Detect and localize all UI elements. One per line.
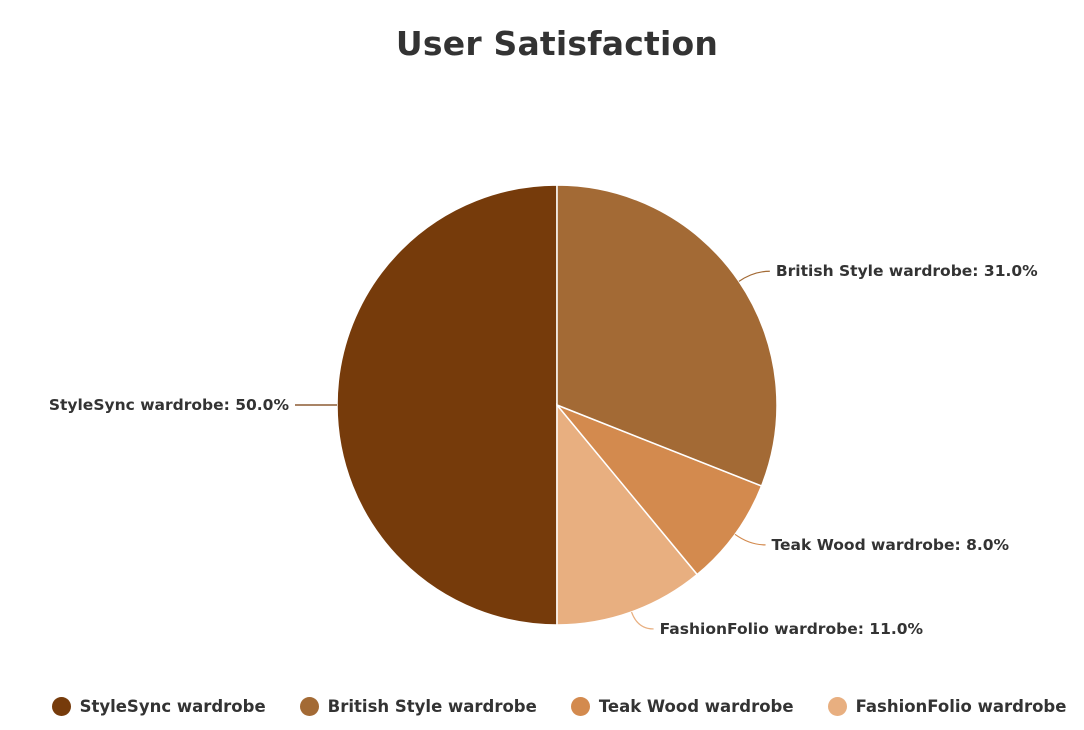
chart-legend: StyleSync wardrobe British Style wardrob… [0,697,1084,716]
legend-marker [299,697,319,716]
pie-slice-teak-wood-wardrobe[interactable] [556,404,763,576]
legend-label: StyleSync wardrobe [79,697,266,716]
slice-label-teak-wood-wardrobe: Teak Wood wardrobe: 8.0% [772,536,1010,554]
chart-title: User Satisfaction [395,24,719,63]
legend-item-fashionfolio[interactable]: FashionFolio wardrobe [827,697,1067,716]
pie-slice-british-style-wardrobe[interactable] [556,184,778,487]
leader-line-british-style-wardrobe [738,270,770,282]
pie-slice-stylesync-wardrobe[interactable] [336,184,558,626]
legend-marker [51,697,71,716]
legend-label: FashionFolio wardrobe [855,697,1067,716]
legend-marker [827,697,847,716]
slice-label-british-style-wardrobe: British Style wardrobe: 31.0% [776,262,1038,280]
legend-marker [570,697,590,716]
slice-label-stylesync-wardrobe: StyleSync wardrobe: 50.0% [49,396,290,414]
legend-item-stylesync[interactable]: StyleSync wardrobe [51,697,266,716]
slice-label-fashionfolio-wardrobe: FashionFolio wardrobe: 11.0% [660,620,924,638]
leader-line-teak-wood-wardrobe [734,533,766,546]
legend-label: Teak Wood wardrobe [598,697,794,716]
legend-item-british-style[interactable]: British Style wardrobe [299,697,537,716]
legend-label: British Style wardrobe [327,697,537,716]
pie-slice-fashionfolio-wardrobe[interactable] [556,402,699,626]
legend-item-teak-wood[interactable]: Teak Wood wardrobe [570,697,794,716]
leader-line-fashionfolio-wardrobe [630,611,654,630]
